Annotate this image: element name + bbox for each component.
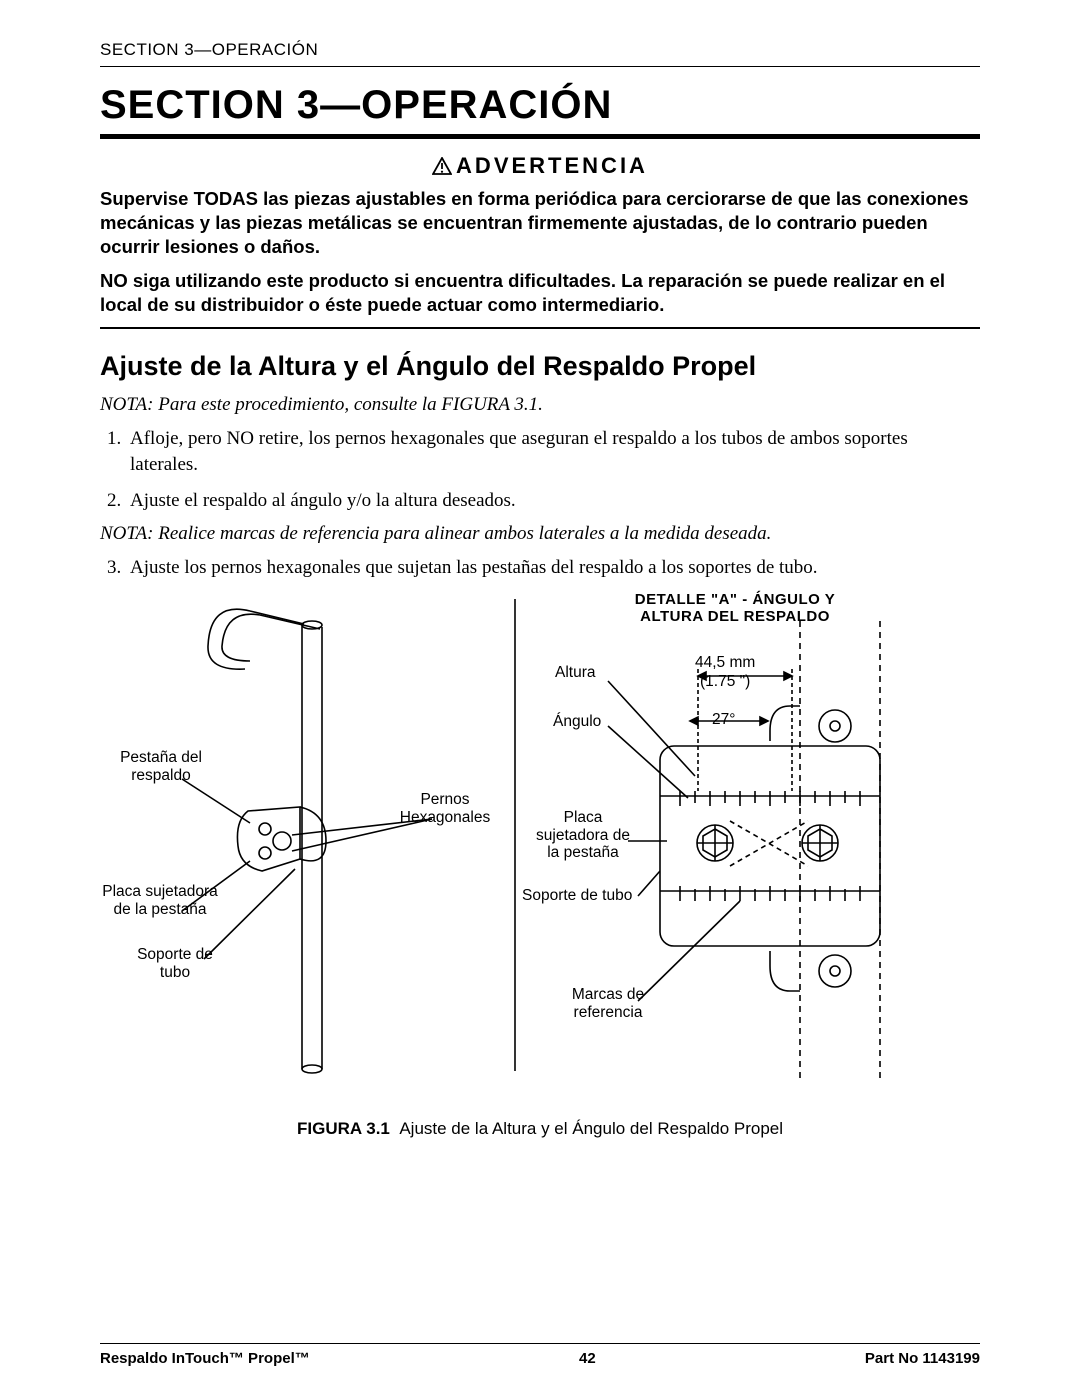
label-marcas: Marcas de referencia [558,986,658,1022]
warning-para-2: NO siga utilizando este producto si encu… [100,269,980,317]
figure-caption: FIGURA 3.1 Ajuste de la Altura y el Ángu… [100,1119,980,1139]
label-placa-left: Placa sujetadora de la pestaña [100,883,220,919]
step-3: Ajuste los pernos hexagonales que sujeta… [126,555,980,581]
title-rule [100,134,980,139]
label-angulo: Ángulo [553,713,601,731]
running-header: SECTION 3—OPERACIÓN [100,40,980,60]
label-deg: 27° [712,711,735,729]
section-title: SECTION 3—OPERACIÓN [100,83,980,128]
label-altura: Altura [555,664,596,682]
footer-page-number: 42 [579,1350,596,1367]
header-rule [100,66,980,67]
label-pernos: Pernos Hexagonales [390,791,500,827]
warning-label: ADVERTENCIA [456,153,648,178]
detail-title: DETALLE "A" - ÁNGULO Y ALTURA DEL RESPAL… [620,591,850,625]
warning-header: ADVERTENCIA [100,153,980,181]
label-placa-right: Placa sujetadora de la pestaña [528,809,638,862]
figure-3-1: DETALLE "A" - ÁNGULO Y ALTURA DEL RESPAL… [100,591,980,1111]
note-1: NOTA: Para este procedimiento, consulte … [100,394,980,416]
subsection-title: Ajuste de la Altura y el Ángulo del Resp… [100,351,980,382]
label-inch: (1.75 ") [700,673,750,691]
step-list-2: Ajuste los pernos hexagonales que sujeta… [100,555,980,581]
detail-title-l2: ALTURA DEL RESPALDO [640,608,830,625]
step-1: Afloje, pero NO retire, los pernos hexag… [126,426,980,477]
warning-bottom-rule [100,327,980,329]
footer-left: Respaldo InTouch™ Propel™ [100,1350,310,1367]
figure-caption-text: Ajuste de la Altura y el Ángulo del Resp… [399,1119,783,1138]
label-mm: 44,5 mm [695,654,755,672]
footer-right: Part No 1143199 [865,1350,980,1367]
detail-title-l1: DETALLE "A" - ÁNGULO Y [635,591,836,608]
step-2: Ajuste el respaldo al ángulo y/o la altu… [126,488,980,514]
note-2: NOTA: Realice marcas de referencia para … [100,523,980,545]
warning-icon [432,155,452,181]
label-pestana: Pestaña del respaldo [106,749,216,785]
footer-rule [100,1343,980,1344]
step-list: Afloje, pero NO retire, los pernos hexag… [100,426,980,513]
label-soporte-right: Soporte de tubo [522,887,642,905]
figure-caption-bold: FIGURA 3.1 [297,1119,390,1138]
warning-body: Supervise TODAS las piezas ajustables en… [100,187,980,317]
label-soporte-left: Soporte de tubo [120,946,230,982]
page-footer: Respaldo InTouch™ Propel™ 42 Part No 114… [100,1343,980,1367]
warning-para-1: Supervise TODAS las piezas ajustables en… [100,187,980,259]
